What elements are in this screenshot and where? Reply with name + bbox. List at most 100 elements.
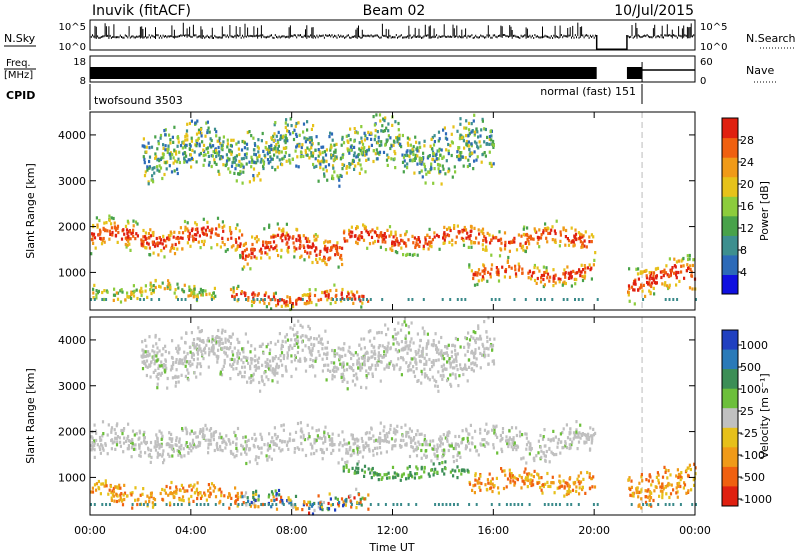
scatter-cell xyxy=(488,161,491,166)
scatter-cell xyxy=(482,247,485,251)
scatter-cell xyxy=(284,237,287,241)
scatter-cell xyxy=(390,437,394,441)
scatter-cell xyxy=(375,113,378,117)
scatter-cell xyxy=(633,280,637,284)
scatter-cell xyxy=(253,497,256,501)
scatter-cell xyxy=(357,162,360,166)
scatter-cell xyxy=(221,155,224,159)
scatter-cell xyxy=(213,486,217,490)
scatter-cell xyxy=(120,498,124,502)
scatter-cell xyxy=(295,132,298,136)
scatter-cell xyxy=(324,294,327,298)
scatter-cell xyxy=(405,442,408,446)
scatter-cell xyxy=(321,448,324,452)
scatter-cell xyxy=(256,174,259,178)
scatter-cell xyxy=(418,156,421,160)
scatter-cell xyxy=(254,153,257,157)
scatter-cell xyxy=(544,459,547,463)
scatter-cell xyxy=(238,236,241,240)
scatter-cell xyxy=(341,444,344,448)
scatter-cell xyxy=(299,245,302,249)
scatter-cell xyxy=(315,164,318,168)
scatter-cell xyxy=(270,147,273,152)
scatter-cell xyxy=(664,298,667,301)
scatter-cell xyxy=(274,489,277,493)
scatter-cell xyxy=(131,429,135,433)
scatter-cell xyxy=(194,227,197,232)
scatter-cell xyxy=(454,373,457,377)
scatter-cell xyxy=(338,448,341,452)
scatter-cell xyxy=(257,238,260,242)
scatter-cell xyxy=(314,233,317,237)
scatter-cell xyxy=(508,429,511,433)
scatter-cell xyxy=(346,460,349,464)
scatter-cell xyxy=(280,150,283,154)
scatter-cell xyxy=(492,236,495,240)
scatter-cell xyxy=(450,355,453,359)
scatter-cell xyxy=(203,434,206,438)
scatter-cell xyxy=(285,300,288,304)
scatter-cell xyxy=(363,227,366,231)
scatter-cell xyxy=(443,367,446,371)
scatter-cell xyxy=(199,127,202,132)
scatter-cell xyxy=(486,430,490,434)
scatter-cell xyxy=(438,137,441,141)
scatter-cell xyxy=(193,483,196,487)
scatter-cell xyxy=(658,494,661,498)
scatter-cell xyxy=(179,447,182,451)
scatter-cell xyxy=(218,343,221,347)
scatter-cell xyxy=(92,291,95,295)
scatter-cell xyxy=(579,274,582,278)
scatter-cell xyxy=(304,249,307,253)
scatter-cell xyxy=(549,275,552,279)
scatter-cell xyxy=(383,232,386,236)
scatter-cell xyxy=(410,473,413,477)
scatter-cell xyxy=(339,347,342,351)
scatter-cell xyxy=(519,243,522,247)
scatter-cell xyxy=(256,358,259,362)
scatter-cell xyxy=(180,483,183,487)
scatter-cell xyxy=(155,236,158,241)
scatter-cell xyxy=(290,374,293,379)
scatter-cell xyxy=(355,466,358,470)
scatter-cell xyxy=(375,361,379,365)
scatter-cell xyxy=(341,153,344,158)
scatter-cell xyxy=(536,241,539,245)
scatter-cell xyxy=(514,272,518,276)
scatter-cell xyxy=(186,227,189,231)
scatter-cell xyxy=(302,436,305,440)
scatter-cell xyxy=(173,252,177,256)
scatter-cell xyxy=(495,266,498,270)
scatter-cell xyxy=(124,298,127,302)
scatter-cell xyxy=(196,119,199,123)
scatter-cell xyxy=(343,239,347,243)
scatter-cell xyxy=(257,494,260,498)
scatter-cell xyxy=(423,162,426,166)
scatter-cell xyxy=(492,424,495,428)
scatter-cell xyxy=(166,236,169,240)
scatter-cell xyxy=(295,134,298,138)
scatter-cell xyxy=(141,367,145,371)
scatter-cell xyxy=(367,299,370,303)
scatter-cell xyxy=(332,177,335,181)
scatter-cell xyxy=(208,347,211,351)
scatter-cell xyxy=(570,443,573,447)
scatter-cell xyxy=(442,128,445,132)
scatter-cell xyxy=(361,439,364,443)
scatter-cell xyxy=(276,435,279,439)
scatter-cell xyxy=(196,227,199,231)
scatter-cell xyxy=(164,239,167,243)
scatter-cell xyxy=(491,482,494,486)
scatter-cell xyxy=(221,240,224,244)
scatter-cell xyxy=(234,494,238,498)
scatter-cell xyxy=(295,367,298,371)
scatter-cell xyxy=(668,482,671,487)
scatter-cell xyxy=(233,160,236,164)
scatter-cell xyxy=(427,339,430,343)
scatter-cell xyxy=(285,137,288,141)
scatter-cell xyxy=(148,159,151,164)
scatter-cell xyxy=(551,475,554,479)
scatter-cell xyxy=(91,444,94,448)
scatter-cell xyxy=(226,346,229,351)
scatter-cell xyxy=(456,150,459,154)
